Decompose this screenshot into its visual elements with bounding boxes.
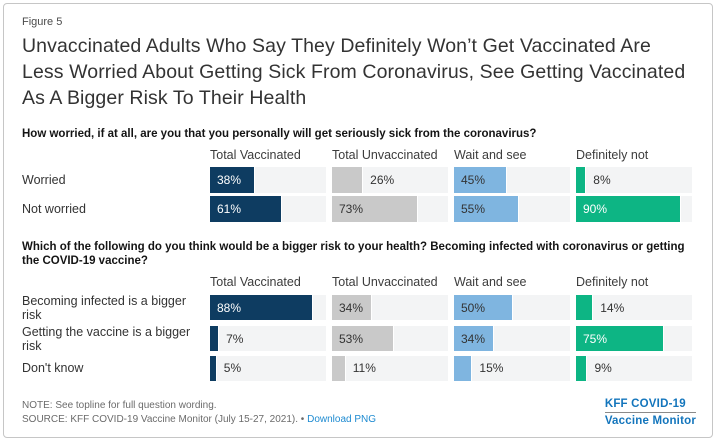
bar-value-label: 45% bbox=[461, 172, 486, 187]
bar-fill bbox=[454, 326, 494, 351]
bar-value-label: 73% bbox=[339, 201, 364, 216]
bar-fill bbox=[332, 166, 363, 193]
bar-value-label: 50% bbox=[461, 300, 486, 315]
group-header-total-vaccinated: Total Vaccinated bbox=[210, 147, 301, 162]
bar-fill bbox=[210, 195, 281, 222]
bar-vaccine-total-vaccinated: 7% bbox=[210, 326, 326, 351]
group-header-total-unvaccinated: Total Unvaccinated bbox=[332, 274, 438, 289]
bar-fill bbox=[454, 355, 472, 381]
bar-dont-know-wait-and-see: 15% bbox=[454, 355, 570, 381]
group-header-definitely-not: Definitely not bbox=[576, 274, 649, 289]
category-label-not-worried: Not worried bbox=[22, 201, 86, 216]
figure-card: Figure 5 Unvaccinated Adults Who Say The… bbox=[3, 3, 713, 438]
bar-fill bbox=[332, 195, 417, 222]
bar-value-label: 34% bbox=[339, 300, 364, 315]
bar-fill bbox=[454, 195, 518, 222]
bar-value-label: 8% bbox=[593, 172, 611, 187]
category-label-becoming-infected: Becoming infected is a bigger risk bbox=[22, 293, 186, 322]
bar-infected-total-unvaccinated: 34% bbox=[332, 295, 448, 320]
bar-fill bbox=[576, 195, 681, 222]
bar-fill bbox=[332, 326, 394, 351]
source-line: SOURCE: KFF COVID-19 Vaccine Monitor (Ju… bbox=[22, 413, 376, 427]
footer: NOTE: See topline for full question word… bbox=[22, 398, 696, 427]
bar-worried-definitely-not: 8% bbox=[576, 166, 692, 193]
bar-value-label: 90% bbox=[583, 201, 608, 216]
group-header-total-vaccinated: Total Vaccinated bbox=[210, 274, 301, 289]
bar-fill bbox=[576, 326, 663, 351]
source-text: SOURCE: KFF COVID-19 Vaccine Monitor (Ju… bbox=[22, 414, 305, 425]
figure-title: Unvaccinated Adults Who Say They Definit… bbox=[22, 35, 686, 109]
group-header-total-unvaccinated: Total Unvaccinated bbox=[332, 147, 438, 162]
group-header-definitely-not: Definitely not bbox=[576, 147, 649, 162]
group-header-wait-and-see: Wait and see bbox=[454, 274, 527, 289]
bar-fill bbox=[576, 295, 593, 320]
bar-dont-know-definitely-not: 9% bbox=[576, 355, 692, 381]
question-2: Which of the following do you think woul… bbox=[22, 240, 685, 268]
bar-infected-wait-and-see: 50% bbox=[454, 295, 570, 320]
bar-value-label: 14% bbox=[600, 300, 625, 315]
bar-not-worried-definitely-not: 90% bbox=[576, 195, 692, 222]
bar-value-label: 88% bbox=[217, 300, 242, 315]
bar-fill bbox=[210, 166, 255, 193]
bar-value-label: 55% bbox=[461, 201, 486, 216]
bar-value-label: 7% bbox=[226, 331, 244, 346]
bar-not-worried-total-unvaccinated: 73% bbox=[332, 195, 448, 222]
logo-line-2: Vaccine Monitor bbox=[604, 415, 696, 427]
bar-dont-know-total-vaccinated: 5% bbox=[210, 355, 326, 381]
bar-dont-know-total-unvaccinated: 11% bbox=[332, 355, 448, 381]
bar-value-label: 11% bbox=[352, 361, 376, 375]
note-line: NOTE: See topline for full question word… bbox=[22, 400, 217, 411]
logo-line-1: KFF COVID-19 bbox=[604, 398, 696, 413]
kff-vaccine-monitor-logo[interactable]: KFF COVID-19 Vaccine Monitor bbox=[604, 398, 696, 427]
bar-value-label: 38% bbox=[217, 172, 242, 187]
bar-value-label: 53% bbox=[339, 331, 364, 346]
chart-worried: Total Vaccinated Total Unvaccinated Wait… bbox=[22, 148, 692, 222]
bar-fill bbox=[210, 326, 219, 351]
bar-worried-total-vaccinated: 38% bbox=[210, 166, 326, 193]
bar-worried-wait-and-see: 45% bbox=[454, 166, 570, 193]
group-header-wait-and-see: Wait and see bbox=[454, 147, 527, 162]
category-label-vaccine-bigger-risk: Getting the vaccine is a bigger risk bbox=[22, 324, 191, 353]
bar-infected-total-vaccinated: 88% bbox=[210, 295, 326, 320]
bar-worried-total-unvaccinated: 26% bbox=[332, 166, 448, 193]
bar-fill bbox=[576, 166, 586, 193]
bar-fill bbox=[332, 295, 372, 320]
bar-infected-definitely-not: 14% bbox=[576, 295, 692, 320]
bar-not-worried-wait-and-see: 55% bbox=[454, 195, 570, 222]
download-png-link[interactable]: Download PNG bbox=[307, 414, 377, 425]
bar-value-label: 34% bbox=[461, 331, 486, 346]
footer-notes: NOTE: See topline for full question word… bbox=[22, 399, 376, 427]
bar-fill bbox=[454, 166, 507, 193]
bar-fill bbox=[576, 355, 587, 381]
bar-vaccine-total-unvaccinated: 53% bbox=[332, 326, 448, 351]
bar-value-label: 75% bbox=[583, 331, 608, 346]
bar-not-worried-total-vaccinated: 61% bbox=[210, 195, 326, 222]
bar-value-label: 15% bbox=[479, 361, 504, 375]
bar-value-label: 9% bbox=[594, 361, 612, 375]
bar-fill bbox=[454, 295, 512, 320]
bar-value-label: 5% bbox=[223, 361, 242, 375]
bar-fill bbox=[332, 355, 345, 381]
bar-fill bbox=[210, 355, 216, 381]
bar-value-label: 26% bbox=[370, 172, 395, 187]
figure-number-label: Figure 5 bbox=[22, 16, 63, 28]
question-1: How worried, if at all, are you that you… bbox=[22, 128, 537, 140]
bar-vaccine-wait-and-see: 34% bbox=[454, 326, 570, 351]
chart-bigger-risk: Total Vaccinated Total Unvaccinated Wait… bbox=[22, 275, 692, 381]
category-label-dont-know: Don't know bbox=[22, 361, 84, 375]
bar-fill bbox=[210, 295, 313, 320]
bar-value-label: 61% bbox=[217, 201, 242, 216]
category-label-worried: Worried bbox=[22, 172, 66, 187]
bar-vaccine-definitely-not: 75% bbox=[576, 326, 692, 351]
